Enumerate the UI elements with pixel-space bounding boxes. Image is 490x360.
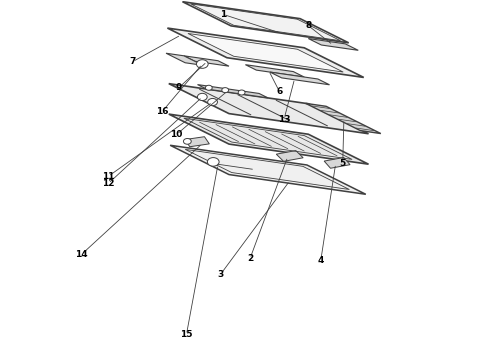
- Polygon shape: [182, 2, 349, 43]
- Text: 3: 3: [218, 270, 224, 279]
- Text: 12: 12: [102, 179, 115, 188]
- Text: 9: 9: [176, 83, 182, 92]
- Polygon shape: [184, 56, 229, 66]
- Text: 15: 15: [180, 330, 193, 339]
- Polygon shape: [276, 150, 303, 161]
- Polygon shape: [188, 33, 343, 72]
- Polygon shape: [185, 137, 209, 147]
- Circle shape: [238, 90, 245, 95]
- Text: 16: 16: [156, 107, 168, 116]
- Polygon shape: [245, 65, 304, 77]
- Text: 13: 13: [278, 114, 291, 123]
- Circle shape: [222, 87, 229, 93]
- Text: 4: 4: [318, 256, 324, 265]
- Circle shape: [197, 93, 207, 100]
- Circle shape: [183, 139, 191, 144]
- Text: 7: 7: [129, 57, 136, 66]
- Polygon shape: [324, 157, 350, 168]
- Polygon shape: [166, 53, 203, 65]
- Polygon shape: [169, 84, 368, 134]
- Circle shape: [207, 158, 219, 166]
- Text: 1: 1: [220, 10, 226, 19]
- Polygon shape: [168, 28, 364, 77]
- Text: 8: 8: [305, 21, 312, 30]
- Polygon shape: [170, 145, 366, 194]
- Text: 5: 5: [340, 159, 346, 168]
- Circle shape: [208, 98, 218, 105]
- Polygon shape: [306, 103, 381, 134]
- Text: 10: 10: [171, 130, 183, 139]
- Circle shape: [196, 60, 208, 68]
- Polygon shape: [169, 114, 368, 164]
- Polygon shape: [270, 72, 330, 85]
- Text: 2: 2: [247, 255, 253, 264]
- Text: 11: 11: [102, 172, 115, 181]
- Text: 14: 14: [75, 250, 88, 259]
- Circle shape: [205, 85, 212, 90]
- Polygon shape: [197, 85, 268, 98]
- Text: 6: 6: [276, 86, 282, 95]
- Polygon shape: [308, 39, 358, 50]
